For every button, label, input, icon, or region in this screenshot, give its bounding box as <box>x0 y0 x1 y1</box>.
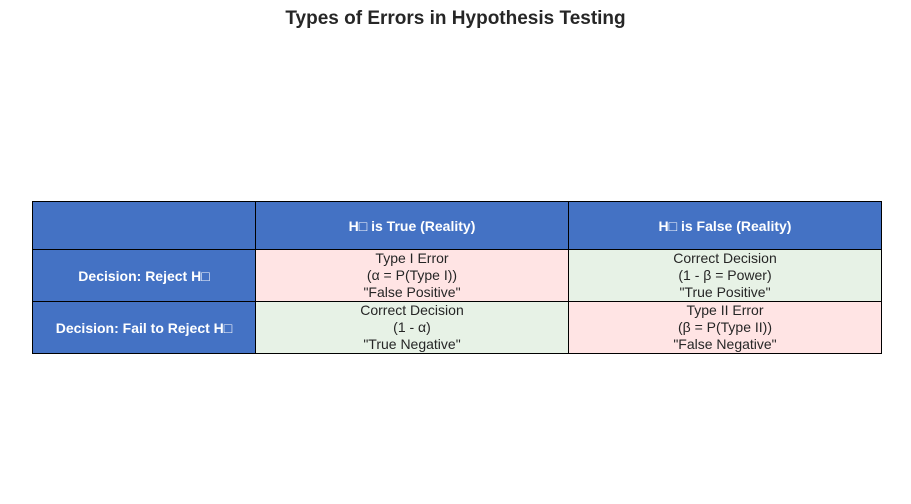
row-header-fail-to-reject: Decision: Fail to Reject H□ <box>32 301 256 354</box>
row-header-reject: Decision: Reject H□ <box>32 249 256 302</box>
cell-true-negative: Correct Decision (1 - α) "True Negative" <box>255 301 569 354</box>
column-header-h0-false: H□ is False (Reality) <box>568 201 882 250</box>
cell-line: Correct Decision <box>673 250 777 267</box>
cell-line: Correct Decision <box>360 302 464 319</box>
cell-line: "True Positive" <box>679 284 771 300</box>
table-row-fail-to-reject: Decision: Fail to Reject H□ Correct Deci… <box>32 301 882 354</box>
cell-type-i-error: Type I Error (α = P(Type I)) "False Posi… <box>255 249 569 302</box>
cell-line: "True Negative" <box>363 336 461 352</box>
corner-header-cell <box>32 201 256 250</box>
cell-line: (1 - α) <box>393 319 431 335</box>
cell-line: "False Positive" <box>363 284 461 300</box>
cell-type-ii-error: Type II Error (β = P(Type II)) "False Ne… <box>568 301 882 354</box>
table-header-row: H□ is True (Reality) H□ is False (Realit… <box>32 201 882 250</box>
cell-true-positive: Correct Decision (1 - β = Power) "True P… <box>568 249 882 302</box>
cell-line: (1 - β = Power) <box>678 267 772 283</box>
cell-line: Type II Error <box>686 302 764 319</box>
cell-line: "False Negative" <box>673 336 777 352</box>
chart-title: Types of Errors in Hypothesis Testing <box>285 8 626 29</box>
cell-line: (β = P(Type II)) <box>677 319 772 335</box>
table-row-reject: Decision: Reject H□ Type I Error (α = P(… <box>32 249 882 302</box>
error-types-table: H□ is True (Reality) H□ is False (Realit… <box>32 201 882 354</box>
column-header-h0-true: H□ is True (Reality) <box>255 201 569 250</box>
cell-line: Type I Error <box>375 250 449 267</box>
cell-line: (α = P(Type I)) <box>366 267 458 283</box>
